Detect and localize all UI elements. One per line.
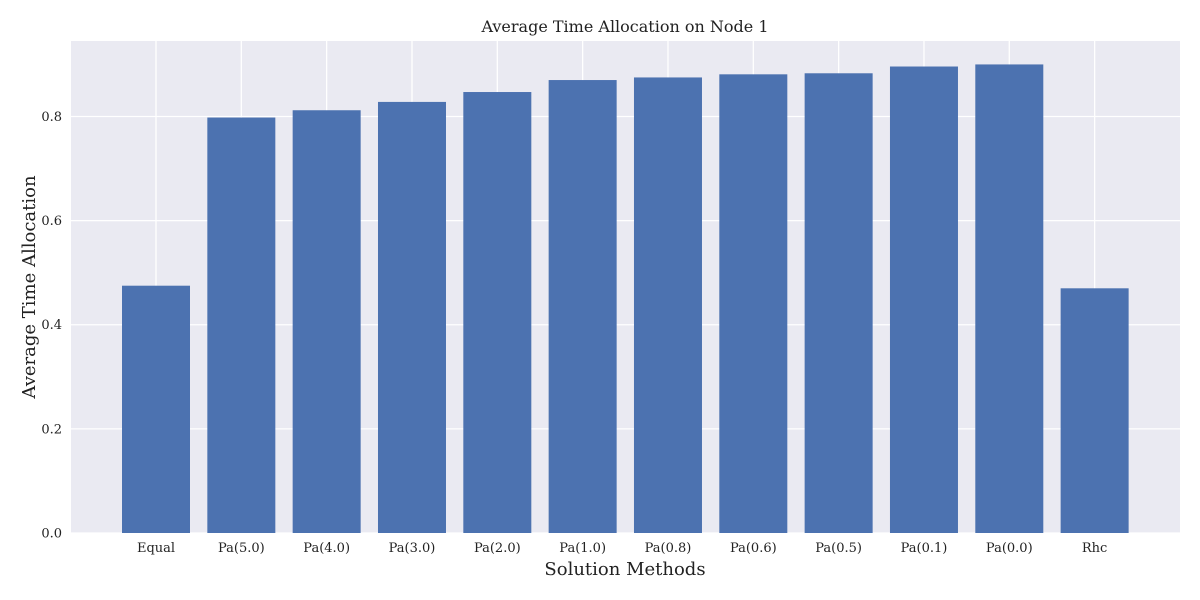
bar-8	[804, 73, 873, 534]
x-tick-labels: Equal Pa(5.0) Pa(4.0) Pa(3.0) Pa(2.0) Pa(1.0)…	[137, 541, 1107, 556]
x-tick-label: Equal	[137, 541, 175, 556]
bar-11	[1060, 288, 1129, 533]
x-tick-label: Pa(0.0)	[986, 541, 1033, 556]
bar-0	[122, 285, 190, 533]
x-tick-label: Pa(3.0)	[389, 541, 436, 556]
x-tick-label: Pa(0.1)	[901, 541, 948, 556]
y-tick-labels: 0.0 0.2 0.4 0.6 0.8	[41, 110, 62, 542]
x-axis-label: Solution Methods	[544, 559, 705, 580]
bar-3	[377, 101, 446, 534]
bar-10	[975, 64, 1044, 533]
bar-5	[548, 80, 617, 534]
bar-1	[207, 117, 276, 534]
y-tick-label: 0.0	[41, 527, 62, 542]
bar-9	[889, 66, 958, 533]
x-tick-label: Rhc	[1082, 541, 1107, 556]
y-axis-label: Average Time Allocation	[19, 175, 40, 400]
y-tick-label: 0.2	[41, 422, 62, 437]
x-tick-label: Pa(2.0)	[474, 541, 521, 556]
bar-6	[633, 77, 702, 533]
x-tick-label: Pa(5.0)	[218, 541, 265, 556]
bar-2	[292, 110, 361, 533]
x-tick-label: Pa(1.0)	[559, 541, 606, 556]
x-tick-label: Pa(0.6)	[730, 541, 777, 556]
bar-7	[719, 74, 788, 534]
y-tick-label: 0.6	[41, 214, 62, 229]
chart-title: Average Time Allocation on Node 1	[480, 17, 768, 36]
y-tick-label: 0.4	[41, 318, 62, 333]
x-tick-label: Pa(0.5)	[815, 541, 862, 556]
x-tick-label: Pa(0.8)	[645, 541, 692, 556]
x-tick-label: Pa(4.0)	[303, 541, 350, 556]
bars	[122, 64, 1129, 534]
y-tick-label: 0.8	[41, 110, 62, 125]
bar-4	[463, 92, 532, 534]
